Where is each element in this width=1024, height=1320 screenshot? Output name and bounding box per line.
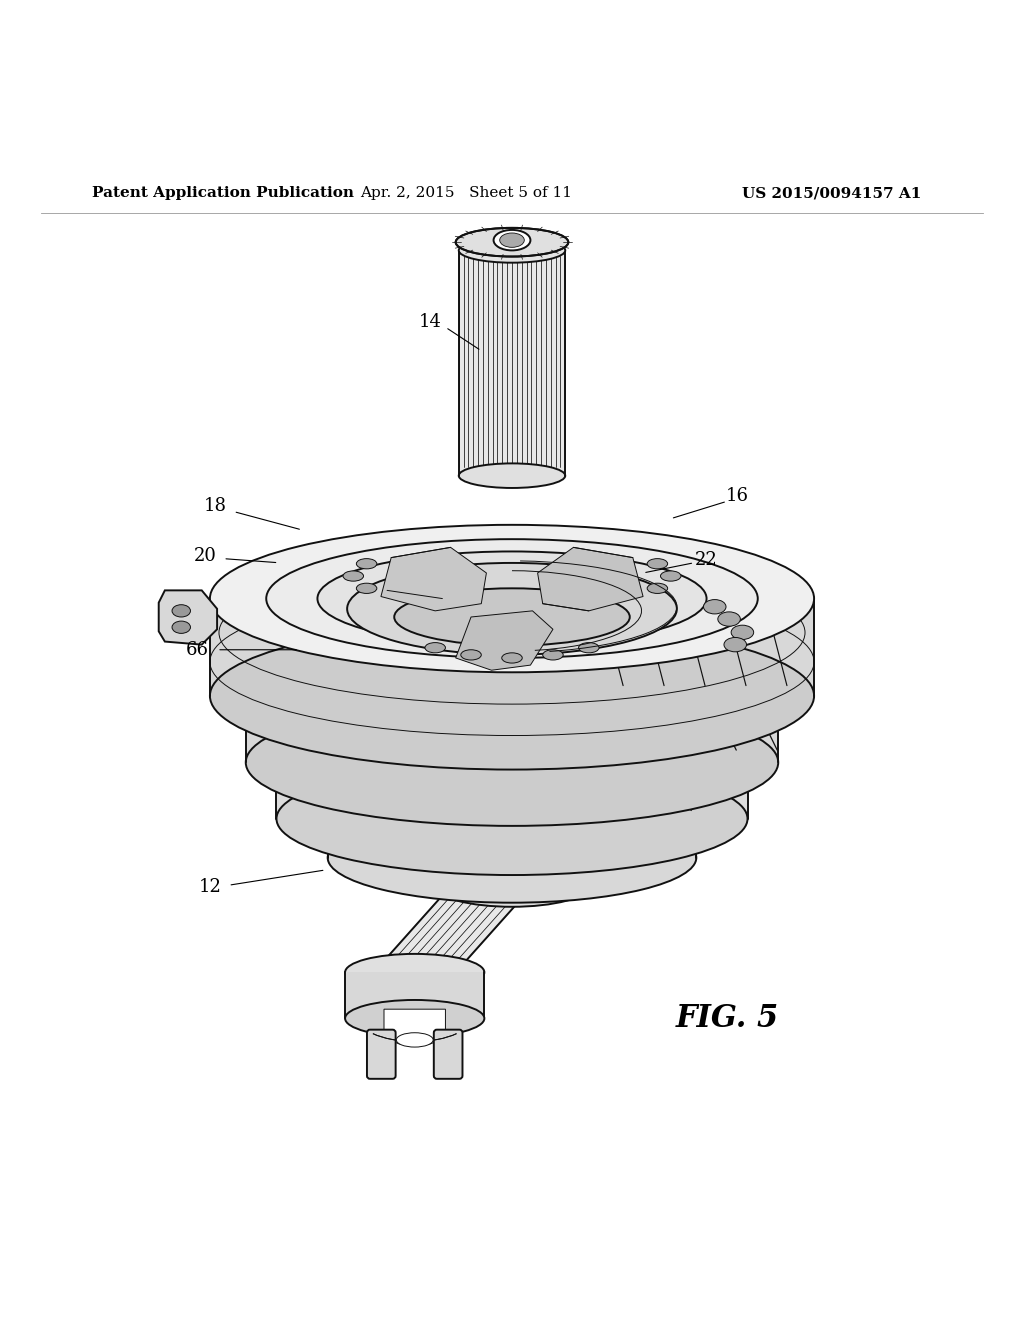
Ellipse shape <box>266 539 758 657</box>
Ellipse shape <box>731 626 754 639</box>
Polygon shape <box>210 598 814 696</box>
Text: FIG. 5: FIG. 5 <box>676 1003 778 1034</box>
Ellipse shape <box>435 866 589 907</box>
Ellipse shape <box>396 1032 433 1047</box>
Text: US 2015/0094157 A1: US 2015/0094157 A1 <box>742 186 922 201</box>
Ellipse shape <box>459 238 565 263</box>
Ellipse shape <box>276 763 748 875</box>
Text: Patent Application Publication: Patent Application Publication <box>92 186 354 201</box>
Ellipse shape <box>246 698 778 826</box>
Ellipse shape <box>172 622 190 634</box>
Text: Apr. 2, 2015   Sheet 5 of 11: Apr. 2, 2015 Sheet 5 of 11 <box>359 186 572 201</box>
Polygon shape <box>384 1010 445 1044</box>
Ellipse shape <box>394 589 630 645</box>
Ellipse shape <box>347 562 677 655</box>
Text: 22: 22 <box>695 550 718 569</box>
Text: 12: 12 <box>199 878 221 896</box>
Ellipse shape <box>210 622 814 770</box>
Ellipse shape <box>543 649 563 660</box>
Ellipse shape <box>317 552 707 645</box>
Polygon shape <box>456 611 553 671</box>
Ellipse shape <box>345 1001 484 1036</box>
Ellipse shape <box>343 572 364 581</box>
Text: 16: 16 <box>726 487 749 506</box>
FancyBboxPatch shape <box>367 1030 395 1078</box>
Text: 14: 14 <box>419 313 441 331</box>
Ellipse shape <box>502 653 522 663</box>
Ellipse shape <box>345 954 484 991</box>
Text: 18: 18 <box>204 498 226 515</box>
Text: 20: 20 <box>194 546 216 565</box>
Ellipse shape <box>172 605 190 616</box>
Polygon shape <box>246 696 778 763</box>
Polygon shape <box>159 590 217 644</box>
Ellipse shape <box>459 463 565 488</box>
Ellipse shape <box>356 583 377 594</box>
Ellipse shape <box>425 643 445 653</box>
Ellipse shape <box>435 837 589 878</box>
Ellipse shape <box>328 813 696 903</box>
Text: 66: 66 <box>186 640 209 659</box>
Polygon shape <box>276 763 748 818</box>
Polygon shape <box>374 886 532 973</box>
Ellipse shape <box>456 228 568 256</box>
Ellipse shape <box>660 572 681 581</box>
Ellipse shape <box>724 638 746 652</box>
Polygon shape <box>538 548 643 611</box>
Polygon shape <box>435 858 589 886</box>
FancyBboxPatch shape <box>434 1030 463 1078</box>
Polygon shape <box>345 973 484 1019</box>
Polygon shape <box>381 548 486 611</box>
Ellipse shape <box>647 583 668 594</box>
Ellipse shape <box>210 525 814 672</box>
Ellipse shape <box>461 649 481 660</box>
Polygon shape <box>459 251 565 475</box>
Ellipse shape <box>328 774 696 863</box>
Ellipse shape <box>494 230 530 251</box>
Ellipse shape <box>718 612 740 626</box>
Ellipse shape <box>500 234 524 247</box>
Ellipse shape <box>276 706 748 818</box>
Ellipse shape <box>703 599 726 614</box>
Ellipse shape <box>246 632 778 759</box>
Ellipse shape <box>579 643 599 653</box>
Ellipse shape <box>356 558 377 569</box>
Ellipse shape <box>647 558 668 569</box>
Polygon shape <box>328 818 696 858</box>
